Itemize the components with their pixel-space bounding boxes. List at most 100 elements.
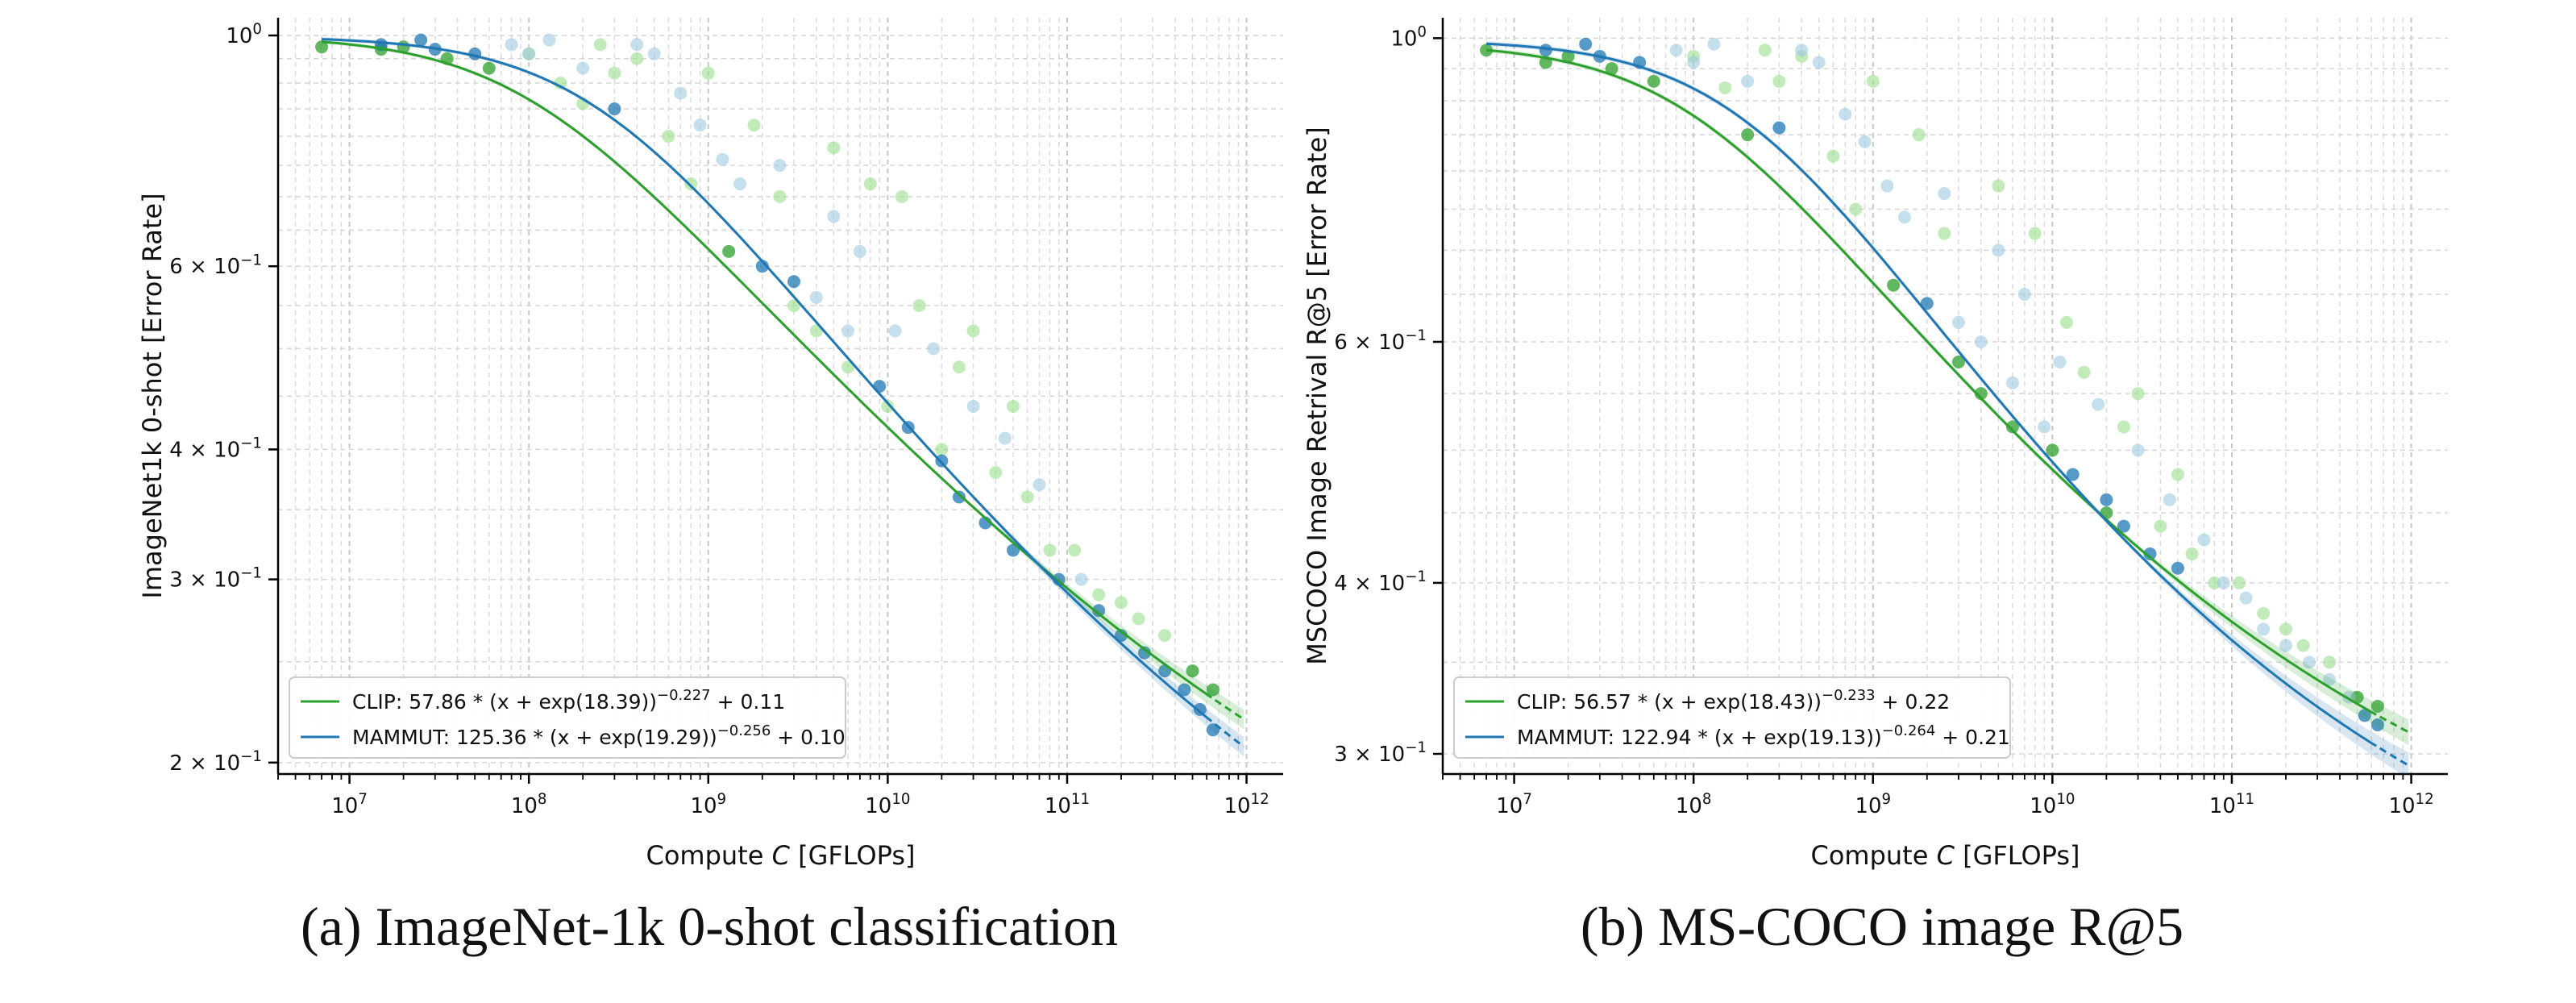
data-point-mammut (2358, 709, 2371, 722)
x-tick-label: 1011 (2209, 791, 2254, 818)
fit-line-mammut (1486, 42, 2377, 747)
caption-a: (a) ImageNet-1k 0-shot classification (301, 896, 1118, 957)
data-point-mammut (2117, 519, 2130, 533)
data-point-mammut (1114, 629, 1128, 643)
data-point-clip (2154, 519, 2167, 533)
data-point-clip (2028, 227, 2042, 240)
x-tick-label: 1012 (1224, 791, 1269, 818)
data-point-clip (966, 324, 980, 338)
data-point-clip (1938, 227, 1951, 240)
data-point-clip (593, 38, 607, 52)
data-point-clip (1992, 179, 2005, 193)
data-point-mammut (2131, 443, 2145, 457)
data-point-clip (1647, 74, 1660, 88)
data-point-clip (2370, 699, 2384, 713)
legend-entry-clip: CLIP: 56.57 * (x + exp(18.43))−0.233 + 0… (1517, 687, 1950, 714)
data-point-clip (912, 298, 926, 312)
data-point-mammut (1178, 683, 1191, 697)
data-point-mammut (927, 342, 941, 356)
data-point-clip (2077, 365, 2091, 379)
data-point-clip (1006, 400, 1020, 414)
y-axis-label: ImageNet1k 0-shot [Error Rate] (137, 193, 168, 598)
data-point-mammut (716, 152, 729, 166)
data-point-mammut (1992, 243, 2005, 257)
data-point-mammut (966, 400, 980, 414)
data-point-clip (2296, 639, 2310, 652)
data-point-clip (2131, 387, 2145, 401)
data-point-mammut (1579, 37, 1593, 51)
data-point-mammut (576, 61, 590, 75)
legend-entry-clip: CLIP: 57.86 * (x + exp(18.39))−0.227 + 0… (352, 687, 785, 714)
fit-line-mammut (322, 38, 1213, 722)
fit-line-clip (1485, 48, 2377, 716)
data-point-mammut (873, 380, 887, 393)
data-point-clip (841, 360, 854, 374)
data-point-mammut (674, 86, 688, 100)
y-tick-label: 100 (226, 21, 262, 48)
data-point-mammut (2323, 672, 2337, 686)
chart-panel-a: 107 108 109 1010 1011 1012 2 × 10−1 3 × 10−1 4 ×… (137, 18, 1283, 871)
legend-box (1453, 676, 2011, 759)
data-point-mammut (505, 38, 518, 52)
data-point-mammut (2017, 287, 2031, 301)
y-tick-label: 3 × 10−1 (1334, 739, 1427, 767)
data-point-mammut (1687, 56, 1701, 69)
data-point-clip (1758, 44, 1772, 57)
data-point-mammut (1032, 478, 1046, 492)
legend-entry-mammut: MAMMUT: 122.94 * (x + exp(19.13))−0.264 … (1517, 722, 2010, 749)
data-point-mammut (522, 47, 536, 60)
data-point-mammut (2239, 591, 2253, 605)
data-point-clip (747, 119, 761, 132)
data-point-clip (1068, 543, 1082, 557)
data-point-mammut (1938, 187, 1951, 201)
data-point-clip (1741, 128, 1755, 142)
data-point-mammut (1741, 74, 1755, 88)
data-point-mammut (693, 119, 707, 132)
data-point-mammut (998, 431, 1012, 445)
data-point-clip (2117, 420, 2130, 434)
fit-extrapolation-mammut (2379, 747, 2409, 767)
data-point-mammut (1707, 37, 1721, 51)
data-point-clip (1951, 355, 1965, 368)
data-point-clip (2257, 606, 2271, 620)
data-point-clip (2059, 315, 2073, 329)
data-point-mammut (952, 490, 966, 504)
x-tick-label: 1010 (2030, 791, 2075, 818)
legend-box (289, 676, 846, 759)
data-point-clip (1186, 664, 1199, 678)
x-tick-label: 1012 (2388, 791, 2433, 818)
data-point-mammut (1772, 121, 1786, 135)
fit-extrapolation-clip (1214, 698, 1245, 721)
data-point-mammut (542, 33, 556, 47)
caption-b: (b) MS-COCO image R@5 (1580, 896, 2184, 957)
data-point-mammut (1795, 44, 1809, 57)
data-point-clip (881, 400, 895, 414)
data-point-clip (935, 443, 949, 456)
data-point-mammut (414, 33, 428, 47)
data-point-mammut (853, 244, 866, 258)
data-point-mammut (2217, 576, 2230, 589)
x-tick-label: 109 (1855, 791, 1891, 818)
fit-line-clip (321, 40, 1213, 699)
data-point-mammut (1974, 335, 1988, 348)
data-point-mammut (1897, 210, 1911, 224)
data-point-clip (1866, 74, 1880, 88)
data-point-clip (722, 244, 736, 258)
data-point-mammut (1193, 702, 1207, 716)
data-point-clip (1605, 62, 1618, 76)
y-tick-label: 6 × 10−1 (169, 252, 262, 279)
chart-panel-b: 107 108 109 1010 1011 1012 3 × 10−1 4 × 10−1 6 ×… (1302, 18, 2448, 871)
data-point-mammut (2171, 561, 2184, 575)
data-point-clip (1206, 683, 1219, 697)
data-point-clip (662, 130, 675, 144)
data-point-clip (2005, 420, 2019, 434)
x-tick-label: 109 (690, 791, 726, 818)
data-point-mammut (647, 47, 661, 60)
fit-extrapolation-mammut (1214, 723, 1245, 748)
data-point-clip (1043, 543, 1057, 557)
y-tick-label: 2 × 10−1 (169, 748, 262, 776)
data-point-mammut (2053, 355, 2067, 368)
x-tick-label: 108 (511, 791, 547, 818)
data-point-mammut (1206, 723, 1219, 737)
